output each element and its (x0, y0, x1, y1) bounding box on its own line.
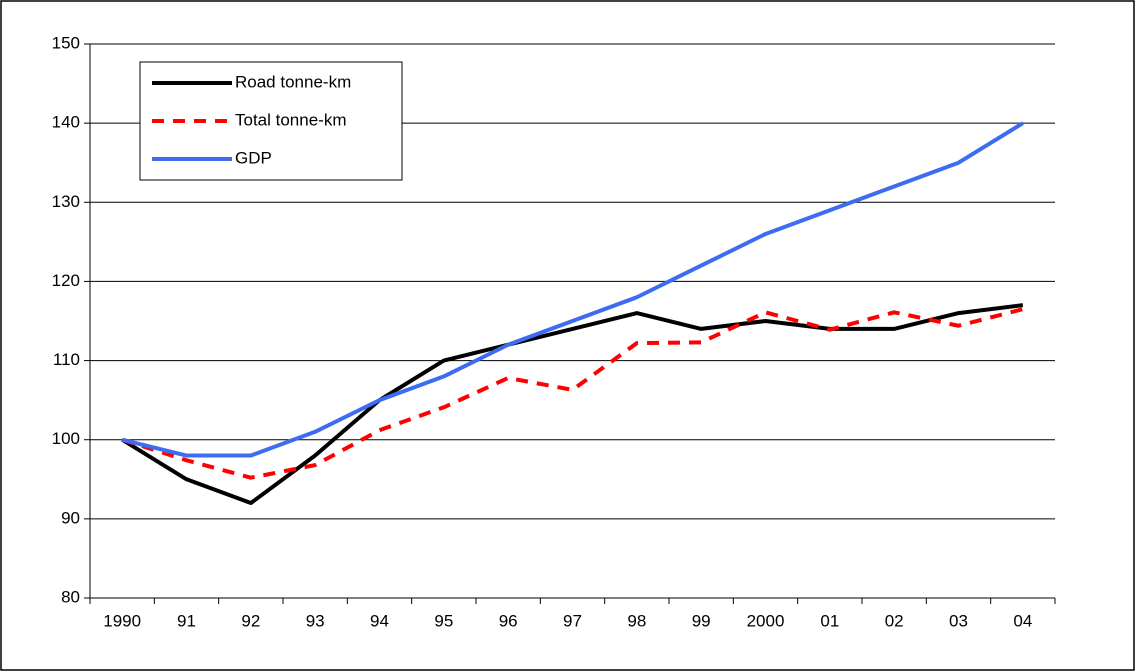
legend-label: GDP (235, 148, 272, 167)
y-tick-label: 80 (61, 587, 80, 606)
series-line (121, 121, 1024, 458)
x-tick-label: 95 (434, 611, 453, 630)
x-tick-label: 02 (885, 611, 904, 630)
y-tick-label: 150 (52, 33, 80, 52)
x-tick-label: 91 (177, 611, 196, 630)
y-tick-label: 90 (61, 508, 80, 527)
x-tick-label: 1990 (103, 611, 141, 630)
x-tick-label: 98 (627, 611, 646, 630)
x-tick-label: 93 (306, 611, 325, 630)
legend-label: Total tonne-km (235, 110, 347, 129)
x-tick-label: 94 (370, 611, 389, 630)
y-tick-label: 130 (52, 192, 80, 211)
x-tick-label: 92 (241, 611, 260, 630)
y-tick-label: 110 (53, 350, 80, 369)
x-tick-label: 99 (692, 611, 711, 630)
x-tick-label: 01 (820, 611, 839, 630)
y-tick-label: 120 (52, 271, 80, 290)
series-line (121, 303, 1024, 506)
x-tick-label: 04 (1013, 611, 1032, 630)
y-tick-label: 100 (52, 429, 80, 448)
x-tick-label: 03 (949, 611, 968, 630)
y-tick-label: 140 (52, 113, 80, 132)
x-tick-label: 96 (499, 611, 518, 630)
legend-label: Road tonne-km (235, 72, 351, 91)
x-tick-label: 2000 (747, 611, 785, 630)
x-tick-label: 97 (563, 611, 582, 630)
series-line (121, 307, 1024, 480)
